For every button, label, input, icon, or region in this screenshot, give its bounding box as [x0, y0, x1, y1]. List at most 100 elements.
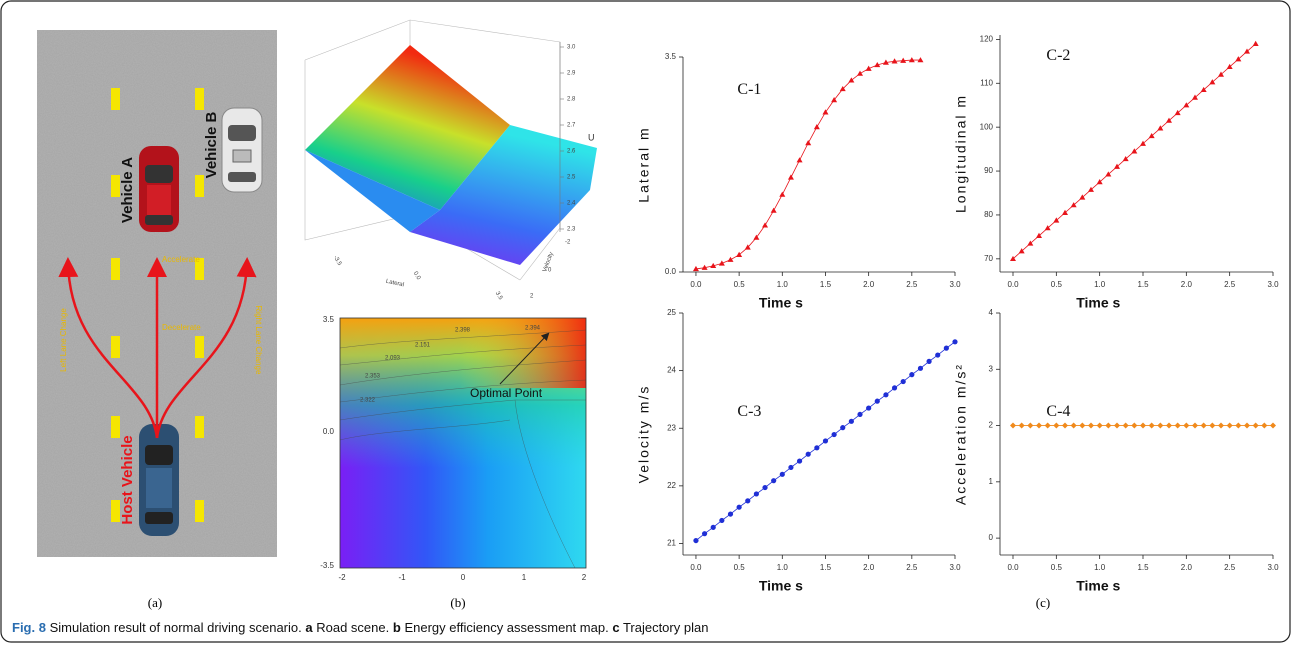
x-tick-label: 3.0: [949, 563, 961, 572]
x-tick-label: 1: [522, 573, 527, 582]
data-point: [952, 339, 958, 345]
data-point: [1114, 422, 1120, 429]
maneuver-label: Accelerate: [162, 255, 200, 264]
caption-text: Energy efficiency assessment map.: [404, 620, 608, 635]
contour-level: 2.394: [525, 326, 541, 332]
data-point: [718, 260, 725, 266]
data-point: [1218, 422, 1224, 429]
data-point: [753, 234, 760, 240]
data-point: [788, 464, 794, 471]
data-point: [736, 504, 742, 510]
y-tick-label: -3.5: [320, 561, 334, 570]
x-tick-label: 2.5: [1224, 280, 1236, 289]
chart: 21 22 23 24 25 0.0 0.5 1.0 1.5 2.0 2.5 3.0 C-3 Time s…: [636, 308, 961, 594]
x-tick-label: 0.0: [1007, 280, 1019, 289]
data-point: [1122, 422, 1129, 429]
z-tick-label: 2.5: [567, 175, 576, 181]
data-point: [1088, 186, 1094, 192]
data-point: [753, 491, 759, 497]
data-point: [831, 431, 837, 438]
data-point: [1166, 422, 1172, 429]
x-tick-label: 2.0: [863, 280, 875, 289]
contour-frame: [339, 317, 587, 569]
y-tick-label: 2: [530, 294, 534, 300]
caption: Fig. 8 Simulation result of normal drivi…: [12, 620, 708, 635]
data-point: [770, 207, 777, 213]
data-point: [1053, 422, 1060, 429]
data-point: [857, 70, 864, 76]
data-point: [727, 256, 734, 262]
data-point: [1036, 422, 1042, 429]
x-tick-label: 0.5: [1051, 280, 1063, 289]
data-point: [1157, 125, 1164, 131]
x-axis-label: Time s: [1076, 578, 1120, 594]
data-point: [1018, 248, 1025, 254]
data-point: [762, 484, 768, 491]
x-tick-label: -1: [398, 573, 406, 582]
y-tick-label: 120: [980, 34, 994, 43]
data-point: [701, 531, 708, 537]
y-tick-label: 3: [989, 364, 994, 373]
x-tick-label: 1.5: [820, 563, 832, 572]
data-point: [1027, 422, 1034, 429]
data-point: [1062, 422, 1068, 429]
x-tick-label: 2.0: [863, 563, 875, 572]
data-point: [1131, 148, 1138, 154]
x-axis-label: Time s: [759, 578, 803, 594]
y-tick-label: 90: [984, 166, 993, 175]
data-point: [787, 174, 794, 180]
data-point: [1010, 422, 1016, 429]
data-point: [736, 251, 743, 257]
x-tick-label: 3.0: [1267, 563, 1279, 572]
data-point: [727, 511, 734, 517]
chart-title: C-1: [737, 81, 761, 98]
x-tick-label: 3.0: [1267, 280, 1279, 289]
x-tick-label: 3.5: [494, 291, 504, 302]
data-point: [917, 57, 924, 63]
chart-title: C-4: [1046, 403, 1070, 420]
data-point: [908, 57, 915, 63]
data-point: [840, 425, 846, 431]
data-point: [891, 385, 898, 391]
panel-label: (b): [450, 595, 465, 610]
data-point: [882, 59, 889, 65]
caption-label: Fig. 8: [12, 620, 46, 635]
data-point: [848, 77, 855, 83]
caption-text: Simulation result of normal driving scen…: [50, 620, 302, 635]
data-point: [822, 438, 829, 444]
caption-text: Trajectory plan: [623, 620, 709, 635]
data-point: [1157, 422, 1164, 429]
data-point: [779, 191, 786, 197]
annotation: Optimal Point: [470, 386, 543, 400]
data-point: [926, 358, 932, 364]
x-tick-label: 2.5: [906, 280, 918, 289]
data-point: [1114, 163, 1120, 169]
surface-plot: 3.02.92.82.72.62.52.42.3 U Lateral Veloc…: [304, 19, 597, 302]
data-point: [1261, 422, 1268, 429]
data-point: [831, 97, 838, 103]
x-tick-label: 0.5: [734, 563, 746, 572]
data-point: [848, 418, 854, 424]
data-point: [874, 398, 880, 404]
x-tick-label: 2.5: [1224, 563, 1236, 572]
data-point: [814, 445, 820, 451]
x-tick-label: 1.0: [777, 280, 789, 289]
data-point: [874, 61, 881, 68]
surface-face: [305, 45, 510, 210]
x-tick-label: 1.0: [1094, 280, 1106, 289]
maneuver-label: Left Lane Change: [59, 308, 68, 372]
lane-marks: [111, 88, 204, 522]
data-point: [1010, 255, 1016, 262]
y-tick-label: 22: [667, 481, 676, 490]
data-point: [1200, 422, 1207, 429]
data-point: [866, 405, 872, 411]
caption-key: c: [612, 620, 619, 635]
y-tick-label: 24: [667, 366, 676, 375]
y-tick-label: 1: [989, 477, 994, 486]
data-point: [839, 85, 846, 92]
z-tick-label: 2.4: [567, 201, 576, 207]
data-point: [1070, 202, 1077, 208]
annotation-arrow: [499, 332, 550, 385]
y-tick-label: 70: [984, 254, 993, 263]
